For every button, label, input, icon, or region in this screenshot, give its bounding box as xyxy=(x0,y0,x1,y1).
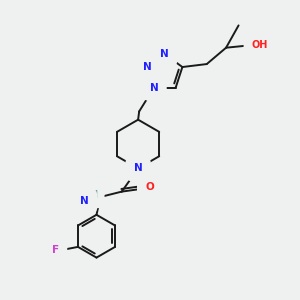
Text: H: H xyxy=(89,190,97,200)
Text: N: N xyxy=(80,196,89,206)
Text: N: N xyxy=(160,49,169,59)
Text: OH: OH xyxy=(251,40,268,50)
Text: F: F xyxy=(52,245,59,255)
Text: O: O xyxy=(145,182,154,192)
Text: N: N xyxy=(143,62,152,72)
Text: N: N xyxy=(150,82,158,93)
Text: N: N xyxy=(134,164,142,173)
